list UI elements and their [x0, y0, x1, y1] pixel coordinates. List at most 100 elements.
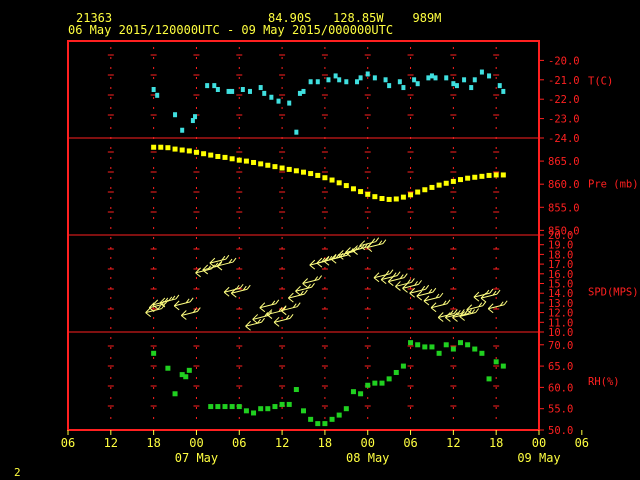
wind-barb	[295, 282, 315, 296]
temperature-point	[462, 77, 467, 83]
wind-barb	[288, 289, 308, 303]
pressure-point	[222, 154, 228, 160]
wind-barb	[480, 289, 501, 303]
wind-speed-y-tick-label: 19.0	[548, 240, 573, 252]
humidity-y-tick-label: 70.0	[548, 340, 573, 352]
temperature-point	[294, 129, 299, 135]
pressure-point	[258, 161, 264, 167]
pressure-point	[429, 184, 435, 190]
temperature-point	[426, 75, 431, 81]
pressure-point	[293, 168, 299, 174]
humidity-point	[258, 406, 264, 412]
humidity-point	[315, 421, 321, 427]
temperature-point	[230, 88, 235, 94]
pressure-point	[400, 194, 406, 200]
pressure-panel-label: Pre (mb)	[588, 179, 639, 191]
pressure-point	[443, 180, 449, 186]
humidity-point	[186, 367, 192, 373]
wind-speed-y-tick-label: 12.0	[548, 308, 573, 320]
temperature-point	[469, 85, 474, 91]
temperature-point	[497, 83, 502, 89]
wind-barb	[159, 294, 180, 308]
humidity-point	[293, 387, 299, 393]
pressure-point	[215, 153, 221, 159]
pressure-point	[301, 169, 306, 175]
pressure-point	[408, 192, 414, 198]
wind-barb	[387, 273, 408, 286]
wind-barb	[459, 308, 480, 321]
temperature-point	[415, 81, 420, 87]
humidity-point	[222, 404, 228, 410]
temperature-point	[301, 88, 306, 94]
pressure-point	[201, 151, 207, 157]
humidity-y-tick-label: 65.0	[548, 361, 573, 373]
temperature-point	[180, 127, 185, 133]
wind-barb	[345, 244, 365, 257]
pressure-point	[251, 159, 257, 165]
x-tick-label: 06	[232, 436, 246, 450]
humidity-point	[272, 404, 278, 410]
humidity-point	[301, 408, 306, 414]
humidity-point	[429, 344, 435, 350]
time-period: 06 May 2015/120000UTC - 09 May 2015/0000…	[68, 23, 394, 37]
x-tick-label: 12	[275, 436, 289, 450]
wind-barb	[366, 239, 387, 253]
pressure-point	[236, 157, 242, 163]
temperature-point	[155, 92, 160, 98]
temperature-point	[215, 87, 220, 92]
pressure-point	[479, 173, 485, 179]
humidity-point	[358, 391, 364, 397]
wind-speed-panel-label: SPD(MPS)	[588, 287, 639, 299]
pressure-point	[229, 156, 235, 162]
humidity-point	[436, 350, 442, 356]
humidity-point	[179, 372, 185, 378]
pressure-point	[372, 194, 378, 200]
temperature-point	[451, 81, 456, 87]
station-id: 21363	[76, 11, 113, 25]
temperature-point	[344, 79, 349, 85]
temperature-point	[226, 88, 231, 94]
humidity-point	[450, 346, 456, 352]
x-tick-label: 18	[318, 436, 332, 450]
humidity-point	[322, 421, 328, 427]
wind-barb	[180, 307, 201, 320]
pressure-point	[472, 174, 478, 180]
temperature-point	[358, 75, 363, 81]
humidity-point	[415, 342, 421, 348]
pressure-y-tick-label: 850.0	[548, 225, 580, 237]
wind-barb	[252, 311, 273, 324]
humidity-point	[379, 380, 385, 386]
humidity-point	[350, 389, 356, 395]
humidity-point	[286, 401, 292, 407]
temperature-point	[487, 73, 492, 79]
x-tick-label: 18	[489, 436, 503, 450]
temperature-point	[269, 94, 274, 100]
wind-barb	[423, 292, 444, 306]
humidity-point	[422, 344, 428, 350]
pressure-point	[158, 144, 164, 150]
humidity-point	[458, 340, 463, 346]
humidity-point	[329, 416, 335, 422]
wind-speed-y-tick-label: 16.0	[548, 269, 573, 281]
temperature-point	[412, 77, 417, 83]
wind-barb	[302, 275, 323, 288]
pressure-point	[308, 171, 314, 177]
wind-barb	[416, 287, 437, 301]
pressure-point	[279, 165, 285, 171]
wind-barb	[473, 288, 494, 302]
temperature-y-tick-label: -21.0	[548, 75, 580, 87]
pressure-y-tick-label: 855.0	[548, 202, 580, 214]
temperature-point	[429, 73, 434, 79]
temperature-point	[479, 69, 484, 75]
pressure-point	[500, 172, 506, 178]
pressure-point	[465, 175, 471, 181]
x-tick-label: 06	[403, 436, 417, 450]
wind-speed-y-tick-label: 11.0	[548, 317, 573, 329]
wind-barb	[245, 317, 265, 331]
temperature-point	[315, 79, 320, 85]
pressure-point	[179, 147, 185, 153]
temperature-point	[387, 83, 392, 89]
pressure-point	[265, 162, 271, 168]
pressure-point	[458, 177, 463, 183]
temperature-point	[173, 112, 178, 118]
